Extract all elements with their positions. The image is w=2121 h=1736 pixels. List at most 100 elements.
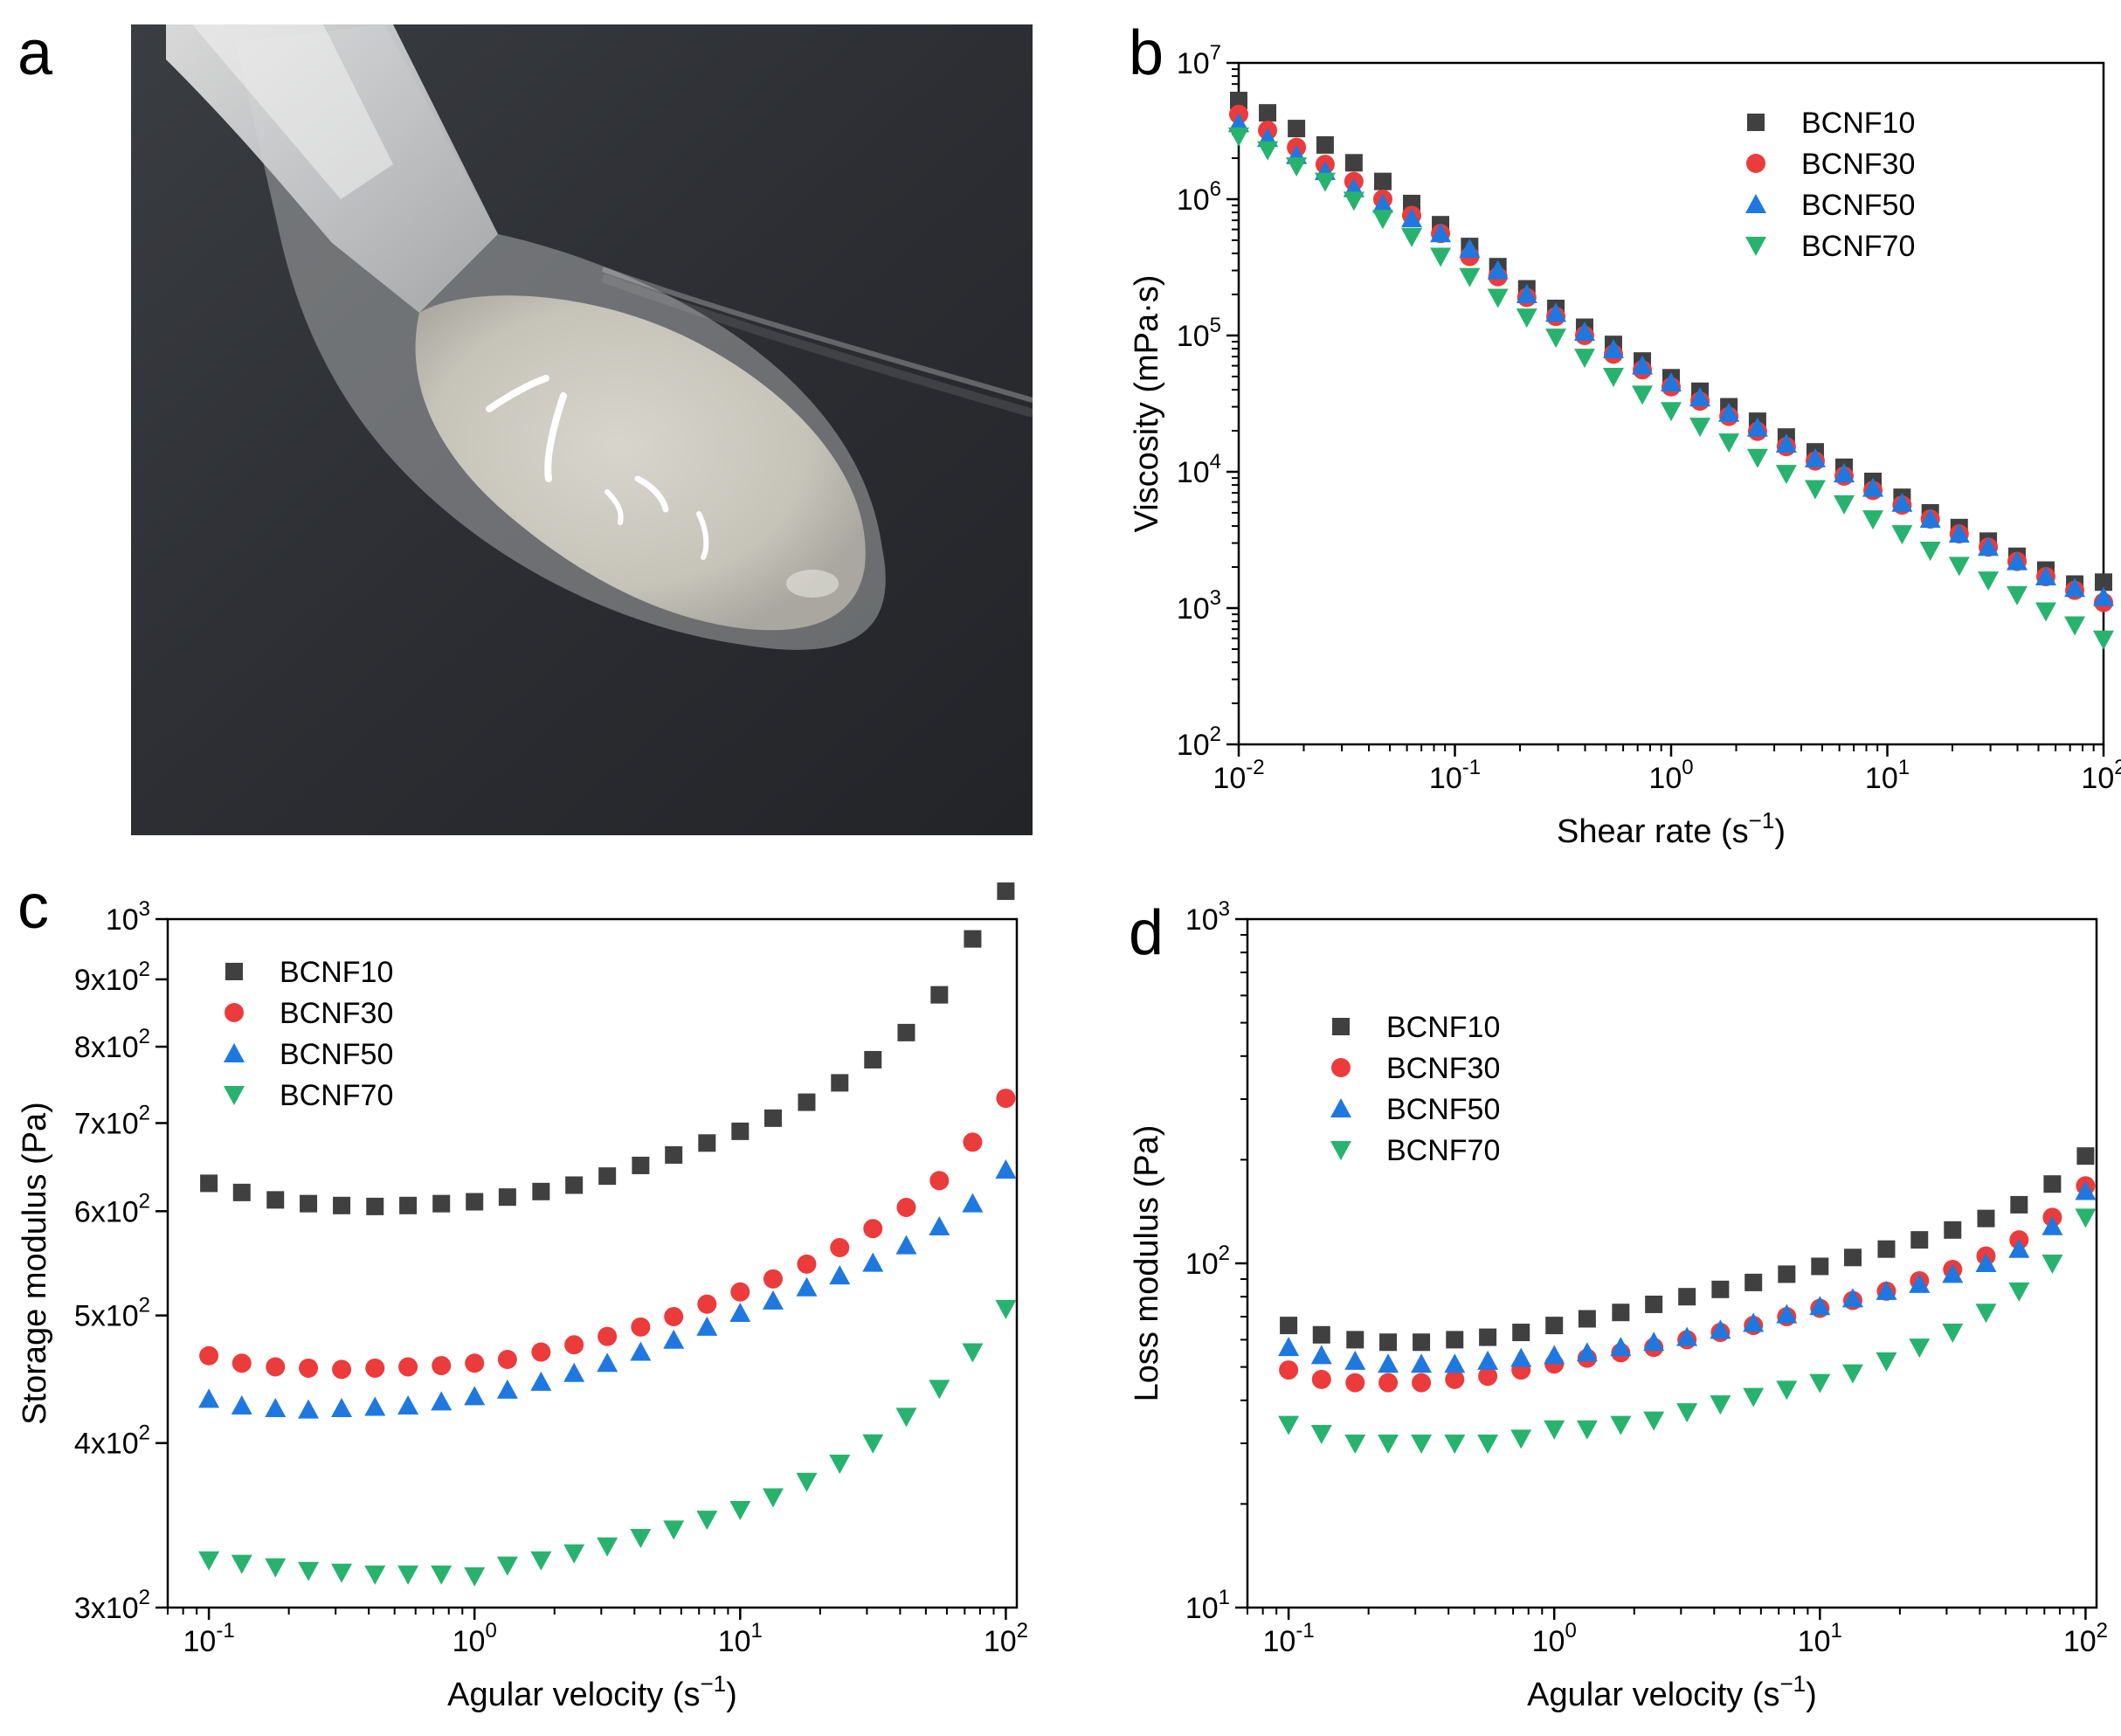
data-point-bcnf50 [762,1290,784,1310]
data-point-bcnf10 [1344,154,1363,172]
legend-label-bcnf50: BCNF50 [1801,189,1915,222]
data-point-bcnf50 [895,1235,917,1255]
data-point-bcnf10 [498,1188,516,1207]
data-point-bcnf50 [1310,1345,1332,1365]
data-point-bcnf50 [2042,1215,2063,1235]
data-point-bcnf50 [1975,1253,1997,1272]
data-point-bcnf30 [332,1359,352,1380]
legend-label-bcnf30: BCNF30 [280,997,393,1030]
data-point-bcnf50 [1978,536,2000,557]
data-point-bcnf50 [1948,523,1970,543]
data-point-bcnf10 [665,1145,683,1164]
data-point-bcnf70 [1834,495,1855,515]
data-point-bcnf50 [929,1216,950,1236]
data-point-bcnf10 [565,1176,584,1194]
data-point-bcnf30 [730,1282,750,1302]
x-tick-label: 100 [453,1619,497,1658]
data-point-bcnf50 [1661,372,1682,392]
y-tick-label: 104 [1177,450,1221,489]
y-tick-label: 6x102 [74,1189,150,1228]
data-point-bcnf30 [266,1357,286,1377]
data-point-bcnf50 [696,1316,718,1336]
data-point-bcnf30 [631,1317,651,1337]
data-point-bcnf70 [1487,288,1509,308]
legend-marker-bcnf30 [1746,154,1765,173]
data-point-bcnf50 [331,1398,353,1418]
data-point-bcnf30 [763,1269,783,1289]
panel-letter-b: b [1129,18,1164,88]
data-point-bcnf70 [1510,1429,1532,1449]
data-point-bcnf10 [1316,135,1334,154]
data-point-bcnf10 [266,1191,285,1209]
data-point-bcnf50 [1891,492,1913,512]
data-point-bcnf50 [1573,322,1595,342]
data-point-bcnf10 [300,1194,318,1213]
data-point-bcnf70 [729,1500,751,1520]
data-point-bcnf30 [1412,1373,1432,1393]
data-point-bcnf50 [1909,1273,1931,1293]
legend-label-bcnf10: BCNF10 [280,956,393,989]
data-point-bcnf50 [1919,508,1941,529]
data-point-bcnf30 [797,1254,817,1274]
legend-marker-bcnf70 [1330,1141,1351,1160]
data-point-bcnf70 [1632,385,1654,405]
data-point-bcnf10 [2010,1195,2028,1214]
y-tick-label: 9x102 [74,958,150,997]
y-tick-label: 103 [1177,586,1221,626]
data-point-bcnf10 [1578,1310,1596,1328]
data-point-bcnf50 [1942,1263,1964,1283]
data-point-bcnf50 [1278,1337,1300,1357]
data-point-bcnf70 [1459,267,1481,287]
storage-modulus-chart: 10-1 100 101 102 3x102 4x102 5x102 6x102 7x102 8x… [17,882,1028,1713]
data-point-bcnf50 [2008,1238,2030,1258]
data-point-bcnf10 [1877,1240,1896,1258]
data-point-bcnf10 [1744,1273,1763,1291]
y-tick-label: 107 [1177,41,1221,80]
x-tick-label: 101 [718,1619,763,1658]
data-point-bcnf10 [432,1194,451,1213]
legend-marker-bcnf50 [224,1043,245,1062]
data-point-bcnf10 [1843,1248,1862,1267]
data-point-bcnf70 [1975,1304,1997,1324]
data-point-bcnf70 [597,1537,618,1557]
legend-marker-bcnf70 [224,1086,245,1105]
data-point-bcnf30 [996,1089,1016,1109]
data-point-bcnf10 [200,1174,218,1193]
x-tick-label: 10-1 [1429,756,1481,795]
data-point-bcnf30 [863,1219,883,1239]
x-tick-label: 100 [1648,756,1693,795]
data-point-bcnf50 [995,1159,1017,1179]
data-point-bcnf50 [1487,259,1509,280]
data-point-bcnf70 [265,1558,287,1578]
data-point-bcnf70 [1310,1424,1332,1444]
data-point-bcnf70 [2008,1282,2030,1302]
x-tick-label: 102 [2063,1619,2108,1658]
data-point-bcnf50 [1371,193,1393,213]
data-point-bcnf10 [1312,1325,1330,1344]
data-point-bcnf30 [598,1326,618,1346]
gel-on-spatula-photo [131,24,1033,835]
data-point-bcnf50 [1710,1319,1731,1339]
data-point-bcnf50 [2064,578,2086,598]
data-point-bcnf70 [1746,448,1768,468]
data-point-bcnf70 [696,1511,718,1531]
data-point-bcnf50 [1411,1353,1433,1373]
data-point-bcnf70 [431,1565,453,1585]
x-tick-label: 102 [2081,756,2121,795]
y-tick-label: 103 [106,897,150,937]
data-point-bcnf70 [1343,191,1364,211]
data-point-bcnf50 [1228,113,1249,133]
data-point-bcnf10 [232,1183,251,1201]
data-point-bcnf50 [1378,1353,1399,1373]
x-tick-label: 101 [1865,756,1910,795]
panel-letter-c: c [17,872,49,942]
data-point-bcnf70 [1411,1435,1433,1455]
data-point-bcnf50 [1545,302,1567,322]
data-point-bcnf10 [1259,104,1277,122]
data-point-bcnf50 [829,1265,851,1285]
data-point-bcnf70 [1862,510,1884,530]
data-point-bcnf70 [829,1455,851,1475]
data-point-bcnf70 [2064,616,2086,636]
plot-frame [1246,917,2098,1609]
x-tick-label: 10-1 [183,1619,235,1658]
